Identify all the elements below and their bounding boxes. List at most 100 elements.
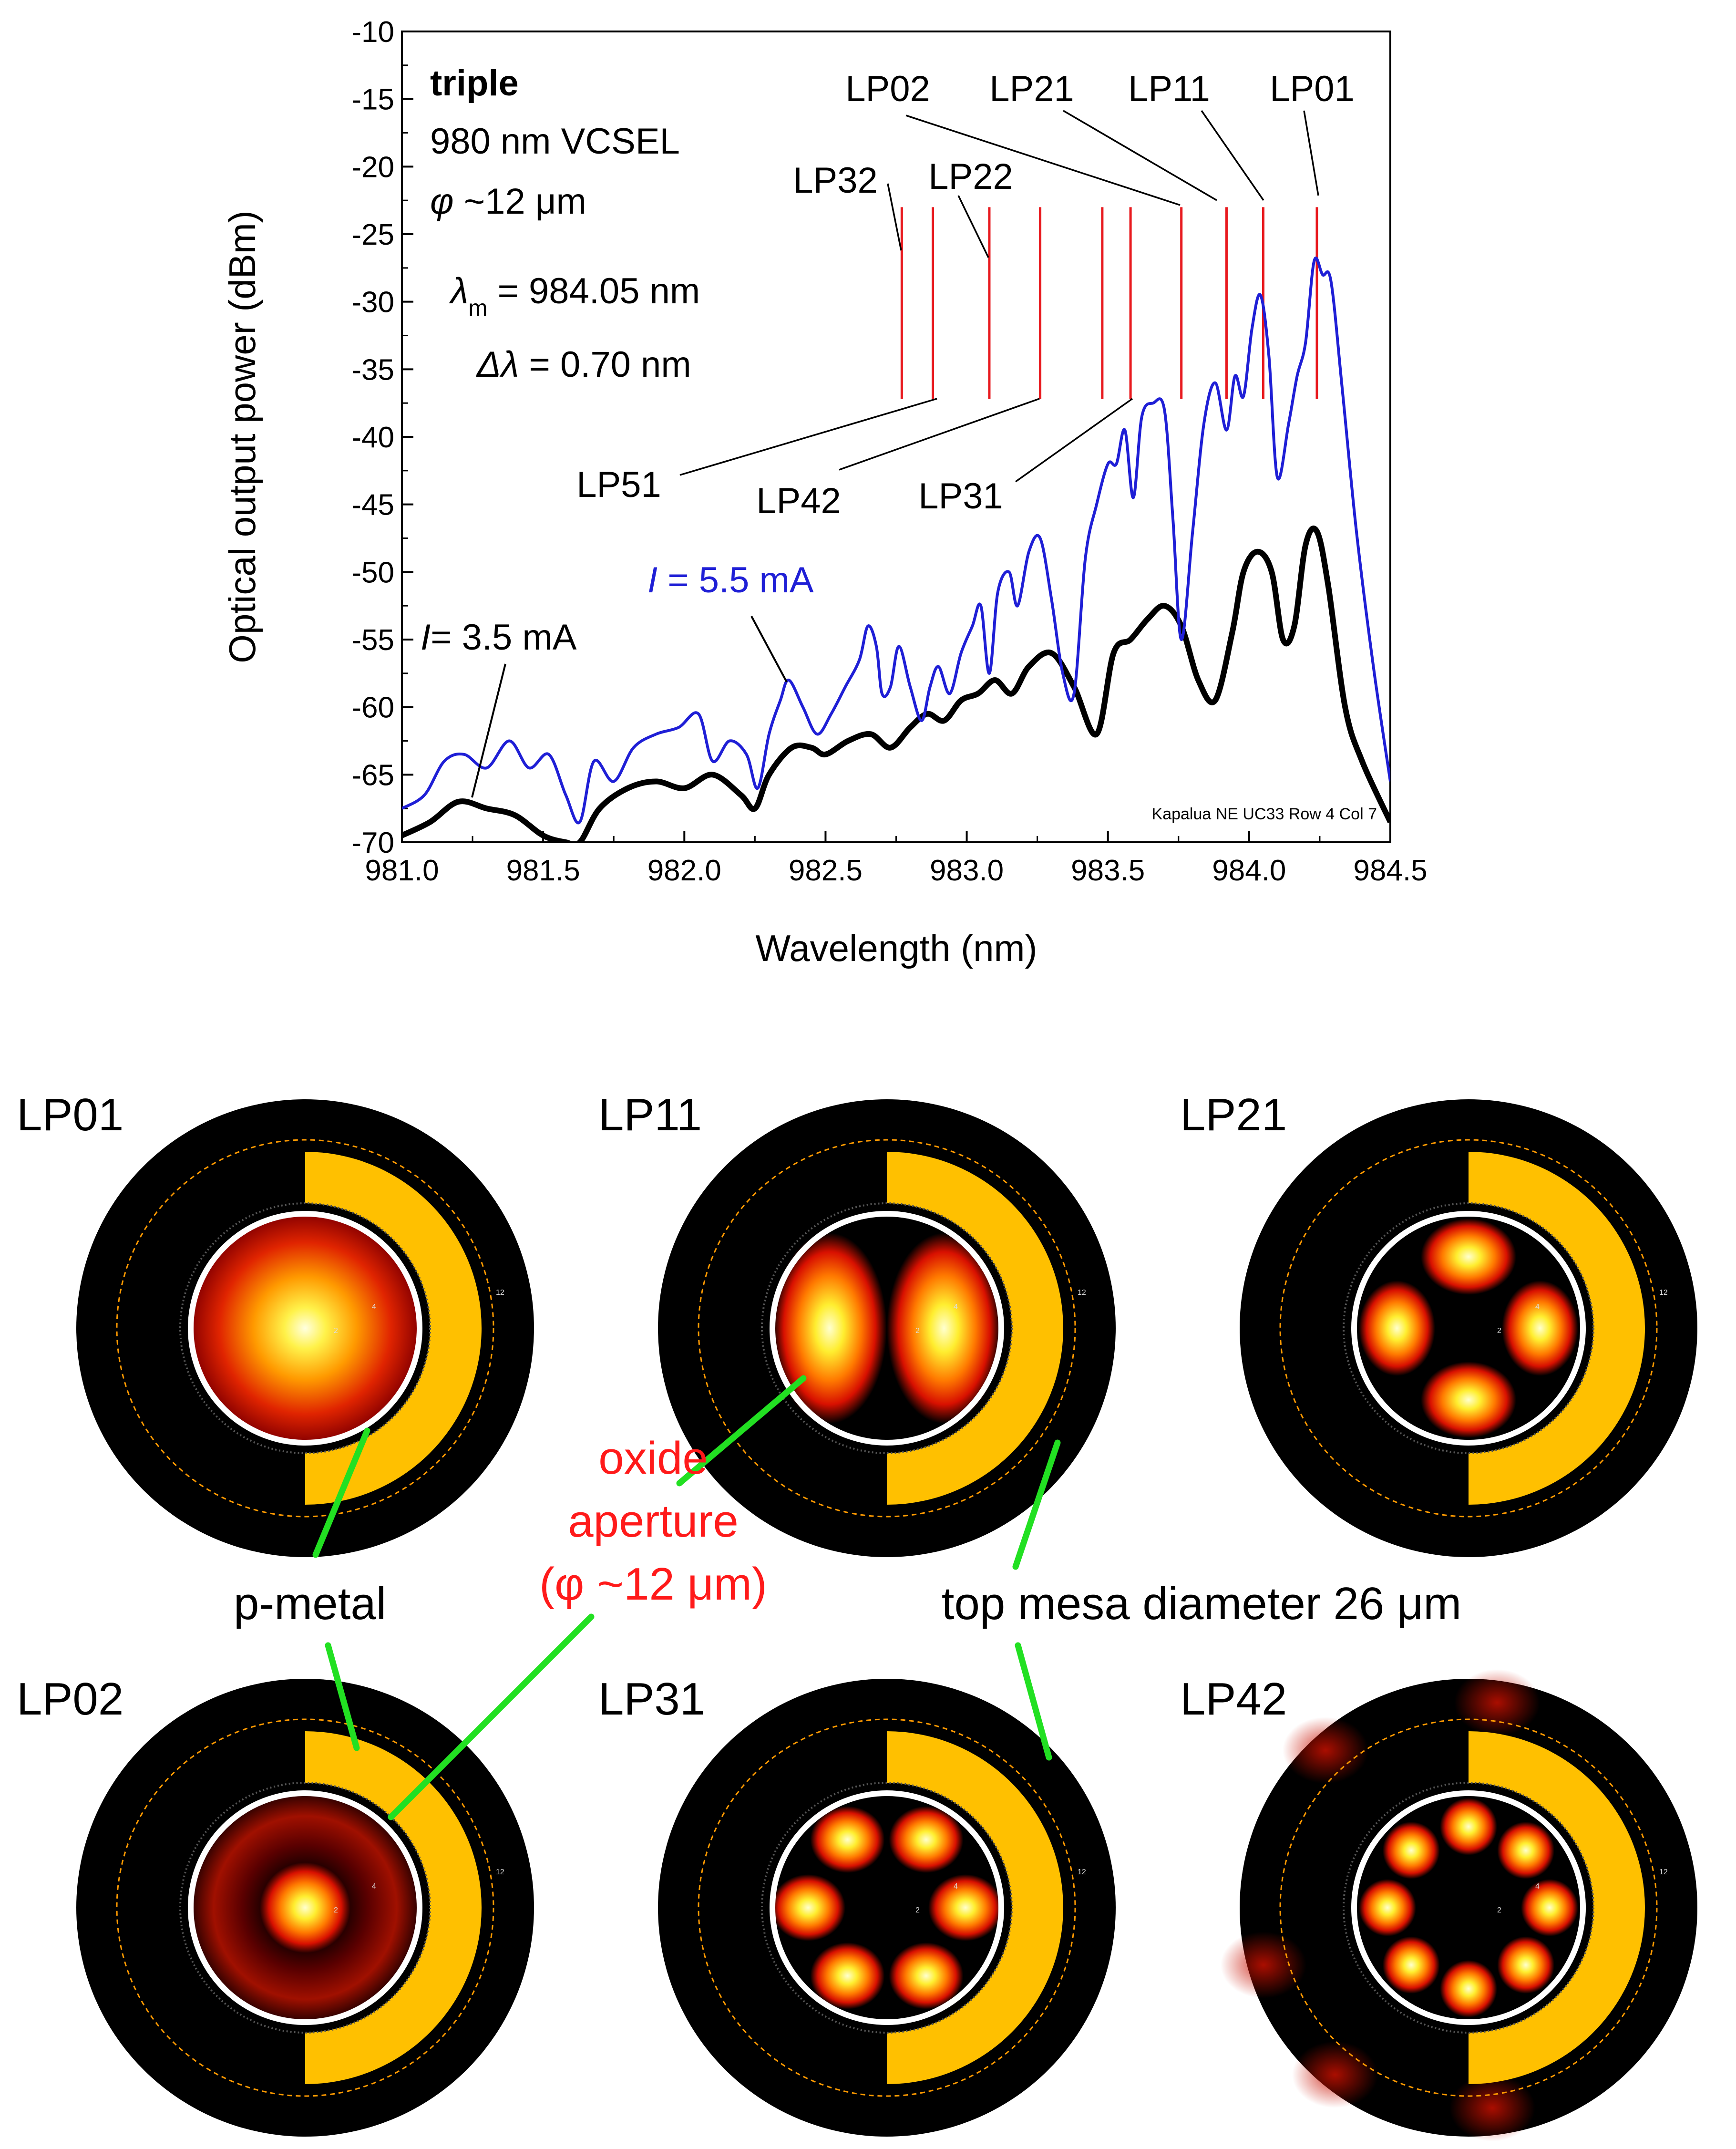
y-tick-label: -65 xyxy=(351,759,394,792)
callout-p-metal-bottom xyxy=(325,1642,360,1751)
x-tick-label: 984.5 xyxy=(1353,854,1427,887)
panel-label-lp21: LP21 xyxy=(1180,1089,1287,1140)
delta-lambda-symbol: Δλ xyxy=(476,344,519,385)
mesa-dashed-ring xyxy=(116,1718,494,2097)
mode-panel-lp31: 4 12 2 xyxy=(658,1679,1116,2137)
scale-label-center: 2 xyxy=(334,1327,338,1335)
mode-lobe xyxy=(1421,1219,1516,1295)
mode-intensity xyxy=(191,1214,420,1443)
mode-label-lp51: LP51 xyxy=(576,465,661,505)
y-tick-label: -10 xyxy=(351,16,394,49)
panel-label-lp11: LP11 xyxy=(598,1089,702,1140)
device-diameter: φ ~12 μm xyxy=(430,181,586,222)
mesa-dashed-ring xyxy=(698,1718,1076,2097)
y-tick-label: -35 xyxy=(351,353,394,386)
y-tick-label: -50 xyxy=(351,556,394,589)
current-low-value: = 3.5 mA xyxy=(431,617,577,658)
leader-lp22 xyxy=(957,195,989,258)
scale-label-outer: 12 xyxy=(1659,1868,1668,1876)
y-tick-label: -25 xyxy=(351,218,394,251)
axes: 981.0 981.5 982.0 982.5 983.0 983.5 984.0 984.5… xyxy=(351,16,1427,887)
oxide-aperture-circle xyxy=(188,1790,422,2025)
mode-lobe xyxy=(772,1233,887,1424)
mode-leak xyxy=(1454,1669,1540,1736)
mode-lobe xyxy=(1382,1821,1440,1879)
mode-lobe xyxy=(771,1874,845,1941)
lambda-m-annotation: λm = 984.05 nm xyxy=(449,271,700,321)
lambda-subscript: m xyxy=(468,296,487,321)
mode-lobe xyxy=(810,1942,885,2009)
leader-lp51 xyxy=(679,398,937,476)
mesa-dashed-ring xyxy=(116,1139,494,1518)
mode-center-spot xyxy=(260,1862,350,1953)
leader-lp31 xyxy=(1015,398,1133,483)
y-tick-label: -20 xyxy=(351,151,394,184)
scale-label-center: 2 xyxy=(334,1906,338,1914)
x-tick-label: 982.0 xyxy=(647,854,721,887)
current-low-label: I= 3.5 mA xyxy=(421,617,577,658)
y-tick-label: -55 xyxy=(351,624,394,657)
panel-label-lp01: LP01 xyxy=(17,1089,123,1140)
mode-label-lp32: LP32 xyxy=(793,160,878,201)
mode-lobe xyxy=(1497,1936,1555,1994)
series-line-3p5mA xyxy=(402,526,1390,842)
mode-lobe xyxy=(887,1233,1001,1424)
phi-symbol: φ xyxy=(430,181,454,222)
oxide-aperture-circle xyxy=(770,1211,1004,1446)
leader-lp02 xyxy=(905,114,1181,206)
scale-label-center: 2 xyxy=(1497,1327,1501,1335)
y-axis-label: Optical output power (dBm) xyxy=(221,210,263,663)
scale-label-center: 2 xyxy=(915,1327,920,1335)
mode-leak xyxy=(1221,1932,1306,1998)
current-low-leader xyxy=(471,663,506,798)
aperture-edge xyxy=(179,1202,431,1454)
mode-leak xyxy=(1292,2041,1378,2108)
oxide-aperture-circle xyxy=(1351,1790,1586,2025)
current-high-value: = 5.5 mA xyxy=(657,560,814,600)
y-tick-label: -40 xyxy=(351,421,394,454)
callout-oxide-top xyxy=(676,1375,807,1487)
panel-label-lp31: LP31 xyxy=(598,1674,705,1725)
mode-lobe xyxy=(1359,1879,1416,1936)
scale-label-inner: 4 xyxy=(372,1882,376,1891)
y-tick-label: -30 xyxy=(351,286,394,319)
mode-lobe xyxy=(810,1806,885,1873)
y-tick-label: -60 xyxy=(351,692,394,724)
mode-lines xyxy=(900,207,1318,399)
p-metal-label: p-metal xyxy=(234,1578,386,1629)
oxide-label-line3: (φ ~12 μm) xyxy=(539,1559,767,1610)
panel-label-lp02: LP02 xyxy=(17,1674,123,1725)
mode-leak xyxy=(1283,1717,1368,1784)
lambda-symbol: λ xyxy=(449,271,468,311)
oxide-aperture-circle xyxy=(1351,1211,1586,1446)
mode-label-lp02: LP02 xyxy=(845,69,930,109)
mode-lobe xyxy=(889,1806,964,1873)
leader-lp32 xyxy=(887,183,902,251)
scale-label-center: 2 xyxy=(915,1906,920,1914)
callout-p-metal-top xyxy=(312,1427,370,1558)
x-axis-label: Wavelength (nm) xyxy=(756,927,1037,969)
scale-label-inner: 4 xyxy=(954,1882,958,1891)
mode-label-lp11: LP11 xyxy=(1128,69,1210,109)
y-tick-label: -15 xyxy=(351,83,394,116)
oxide-aperture-circle xyxy=(770,1790,1004,2025)
scale-label-inner: 4 xyxy=(1535,1882,1540,1891)
mode-leak xyxy=(1449,2075,1535,2141)
sample-id: Kapalua NE UC33 Row 4 Col 7 xyxy=(1152,805,1377,823)
x-tick-label: 984.0 xyxy=(1212,854,1286,887)
callout-mesa-top xyxy=(1012,1439,1061,1570)
x-tick-label: 981.5 xyxy=(506,854,580,887)
x-tick-label: 983.0 xyxy=(930,854,1004,887)
leader-lp11 xyxy=(1201,110,1264,201)
mode-lobe xyxy=(1521,1879,1578,1936)
callout-lines xyxy=(312,1375,1061,1820)
mesa-dashed-ring xyxy=(698,1139,1076,1518)
mode-lobe xyxy=(1421,1362,1516,1438)
scale-label-center: 2 xyxy=(1497,1906,1501,1914)
device-type: triple xyxy=(430,63,519,103)
leader-lp42 xyxy=(839,398,1040,471)
y-tick-label: -45 xyxy=(351,489,394,522)
mode-lobe xyxy=(1440,1798,1497,1855)
device-wavelength: 980 nm VCSEL xyxy=(430,121,680,162)
